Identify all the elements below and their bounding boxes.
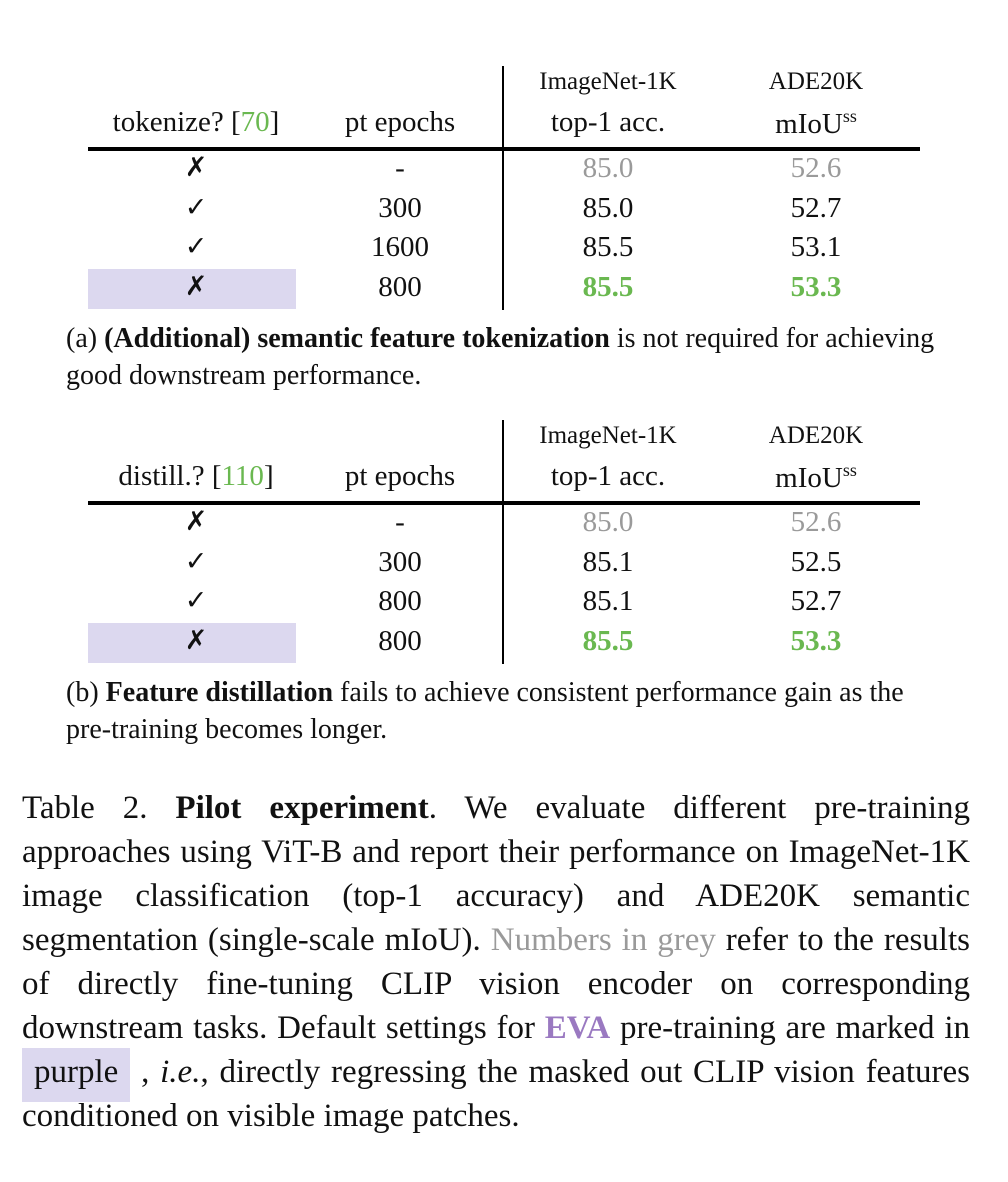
miou-cell: 52.7 <box>790 585 842 617</box>
method-mark: ✓ <box>184 192 208 223</box>
top1-cell: 85.1 <box>582 585 634 617</box>
citation-link[interactable]: 110 <box>221 460 264 492</box>
epochs-cell: 300 <box>378 546 422 578</box>
epochs-cell: 800 <box>378 271 422 303</box>
method-mark: ✗ <box>184 271 208 302</box>
top1-cell: 85.1 <box>582 546 634 578</box>
epochs-cell: 800 <box>378 625 422 657</box>
epochs-cell: - <box>395 152 405 184</box>
miou-cell: 52.7 <box>790 192 842 224</box>
col-imagenet-header: ImageNet-1K <box>539 68 677 95</box>
top1-cell: 85.0 <box>582 506 634 538</box>
col-epochs-header: pt epochs <box>344 106 456 138</box>
col-miou-header: mIoUss <box>775 460 857 494</box>
header-rule <box>88 147 920 151</box>
vertical-rule <box>502 66 504 310</box>
citation-link[interactable]: 70 <box>240 106 270 138</box>
miou-cell: 52.6 <box>790 506 842 538</box>
epochs-cell: - <box>395 506 405 538</box>
epochs-cell: 300 <box>378 192 422 224</box>
col-miou-header: mIoUss <box>775 106 857 140</box>
col-distill-header: distill.? [110] <box>118 460 274 492</box>
header-rule <box>88 501 920 505</box>
grey-legend-text: Numbers in grey <box>490 922 716 958</box>
col-tokenize-header: tokenize? [70] <box>112 106 280 138</box>
eva-name: EVA <box>544 1010 611 1046</box>
method-mark: ✓ <box>184 231 208 262</box>
miou-cell: 53.1 <box>790 231 842 263</box>
epochs-cell: 1600 <box>371 231 429 263</box>
table-caption: Table 2. Pilot experiment. We evaluate d… <box>22 790 971 1134</box>
col-ade-header: ADE20K <box>768 68 864 95</box>
miou-cell: 53.3 <box>790 625 842 657</box>
top1-cell: 85.5 <box>582 271 634 303</box>
top1-cell: 85.5 <box>582 231 634 263</box>
method-mark: ✓ <box>184 546 208 577</box>
col-top1-header: top-1 acc. <box>550 106 666 138</box>
method-mark: ✗ <box>184 625 208 656</box>
method-mark: ✗ <box>184 506 208 537</box>
default-setting-highlight <box>88 623 296 663</box>
subcaption-b: (b) Feature distillation fails to achiev… <box>66 677 904 745</box>
miou-cell: 53.3 <box>790 271 842 303</box>
subcaption-a: (a) (Additional) semantic feature tokeni… <box>66 323 935 391</box>
purple-legend-box: purple <box>22 1048 131 1102</box>
top1-cell: 85.0 <box>582 192 634 224</box>
col-top1-header: top-1 acc. <box>550 460 666 492</box>
top1-cell: 85.0 <box>582 152 634 184</box>
method-mark: ✗ <box>184 152 208 183</box>
col-ade-header: ADE20K <box>768 422 864 449</box>
col-imagenet-header: ImageNet-1K <box>539 422 677 449</box>
top1-cell: 85.5 <box>582 625 634 657</box>
vertical-rule <box>502 420 504 664</box>
col-epochs-header: pt epochs <box>344 460 456 492</box>
epochs-cell: 800 <box>378 585 422 617</box>
method-mark: ✓ <box>184 585 208 616</box>
default-setting-highlight <box>88 269 296 309</box>
miou-cell: 52.6 <box>790 152 842 184</box>
miou-cell: 52.5 <box>790 546 842 578</box>
